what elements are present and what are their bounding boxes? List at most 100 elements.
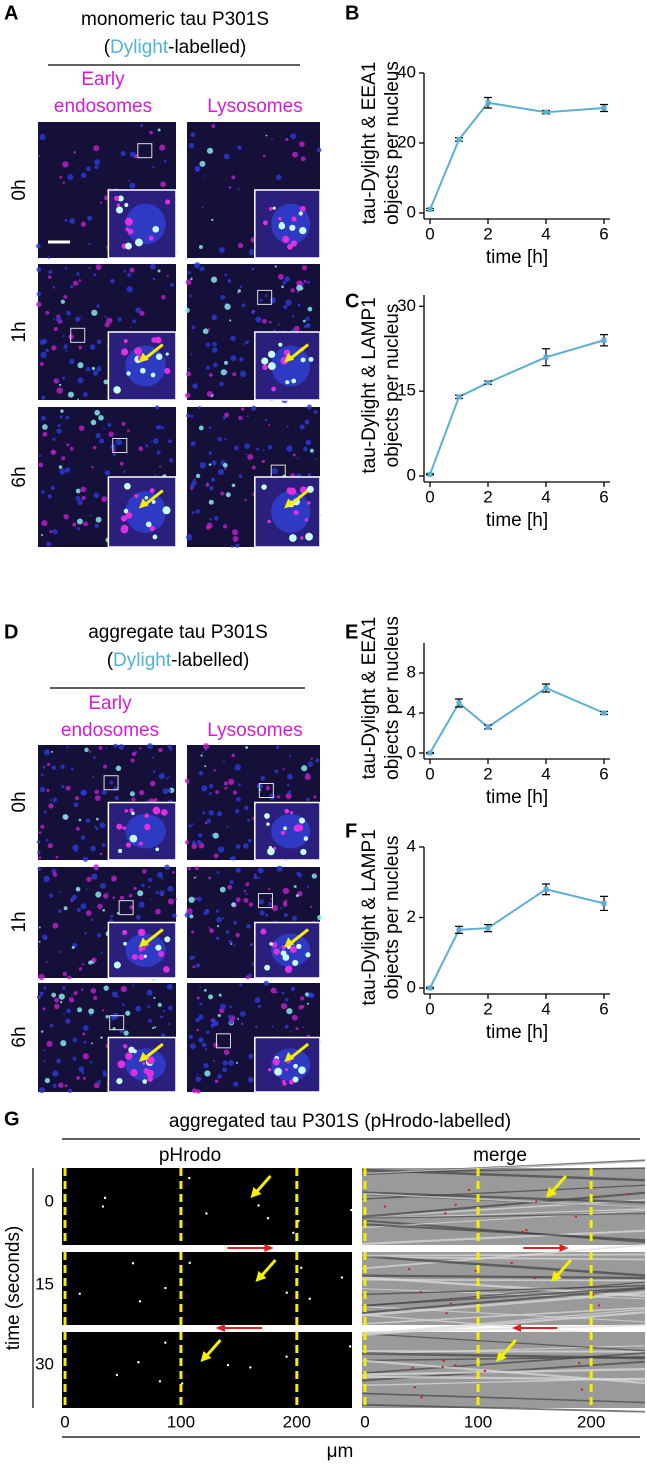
vesicle	[103, 1196, 107, 1200]
roi-box	[258, 783, 274, 799]
vesicle	[510, 1261, 513, 1265]
cell-signal	[78, 425, 85, 431]
x-axis-label: time [h]	[486, 510, 548, 531]
cell-signal	[259, 910, 265, 916]
cell-signal	[245, 453, 248, 456]
x-tick-label: 0	[425, 487, 434, 506]
cell-signal	[80, 172, 87, 178]
cell-signal	[52, 437, 56, 441]
cell-signal	[251, 405, 257, 411]
cell-signal	[99, 201, 103, 204]
cell-signal	[62, 161, 69, 168]
nucleus	[125, 814, 166, 849]
cell-signal	[108, 431, 114, 437]
cell-signal	[65, 415, 70, 420]
cell-signal	[78, 345, 83, 350]
cell-signal	[58, 950, 61, 954]
cell-signal	[159, 890, 165, 896]
cell-signal	[93, 145, 100, 152]
cell-signal	[199, 1002, 203, 1006]
cell-signal	[43, 1048, 46, 1052]
cell-signal	[274, 769, 279, 774]
vesicle	[261, 484, 267, 490]
cell-signal	[104, 315, 107, 318]
cell-signal	[76, 518, 83, 525]
cell-signal	[293, 885, 297, 888]
vesicle	[580, 1388, 584, 1391]
vesicle	[113, 386, 121, 394]
cell-signal	[303, 446, 308, 452]
vesicle	[145, 521, 152, 528]
cell-signal	[167, 885, 174, 892]
cell-signal	[39, 339, 41, 341]
cell-signal	[301, 265, 308, 271]
y-tick-label: 30	[397, 296, 416, 315]
cell-signal	[80, 835, 86, 840]
panel-letter: G	[4, 1108, 20, 1130]
cell-signal	[199, 160, 206, 167]
cell-signal	[188, 824, 192, 828]
cell-signal	[213, 769, 216, 772]
x-tick-label: 4	[541, 224, 550, 243]
cell-signal	[191, 823, 194, 826]
cell-signal	[161, 294, 166, 300]
cell-signal	[37, 867, 42, 872]
roi-box	[137, 143, 153, 159]
arrow	[554, 1259, 573, 1278]
cell-signal	[293, 325, 300, 332]
data-point	[485, 380, 491, 386]
y-tick-label: 2	[407, 907, 416, 926]
cell-signal	[42, 424, 48, 430]
panel-letter: A	[4, 2, 18, 24]
cell-signal	[135, 1005, 142, 1012]
cell-signal	[211, 460, 217, 466]
data-point	[601, 105, 607, 111]
cell-signal	[154, 1026, 157, 1029]
cell-signal	[140, 124, 144, 128]
cell-signal	[69, 284, 74, 289]
cell-signal	[203, 175, 206, 177]
cell-signal	[89, 1060, 93, 1064]
cell-signal	[255, 1025, 258, 1028]
cell-signal	[157, 1002, 162, 1007]
cell-signal	[152, 438, 159, 444]
vesicle	[124, 202, 129, 207]
cell-signal	[135, 914, 141, 920]
cell-signal	[188, 367, 190, 370]
cell-signal	[103, 927, 105, 929]
data-point	[485, 925, 491, 931]
cell-signal	[36, 840, 41, 844]
arrow	[142, 489, 164, 507]
x-axis-label: time [h]	[486, 787, 548, 808]
y-tick-label: 0	[407, 742, 416, 761]
cell-signal	[243, 897, 249, 903]
cell-signal	[168, 1022, 171, 1026]
vesicle	[261, 357, 269, 365]
cell-signal	[271, 904, 279, 912]
cell-signal	[139, 747, 142, 750]
cell-signal	[303, 280, 307, 283]
cell-signal	[43, 986, 47, 990]
motion-head	[559, 1244, 569, 1252]
cell-signal	[98, 415, 104, 421]
cell-signal	[299, 424, 305, 430]
cell-signal	[306, 885, 310, 888]
cell-signal	[81, 495, 86, 501]
motion-head	[264, 1244, 274, 1252]
vesicle	[149, 525, 155, 532]
x-tick-label: 0	[60, 1412, 69, 1431]
cell-signal	[72, 280, 79, 286]
cell-signal	[66, 443, 70, 447]
cell-signal	[138, 446, 144, 452]
y-tick-label: 20	[397, 132, 416, 151]
cell-signal	[290, 986, 296, 992]
cell-signal	[43, 810, 47, 814]
vesicle	[299, 226, 307, 235]
cell-signal	[172, 913, 177, 918]
motion-head	[215, 1324, 225, 1332]
cell-signal	[41, 490, 45, 494]
cell-signal	[117, 317, 122, 322]
cell-signal	[55, 855, 59, 859]
vesicle	[271, 386, 276, 392]
arrow-head	[284, 498, 295, 509]
